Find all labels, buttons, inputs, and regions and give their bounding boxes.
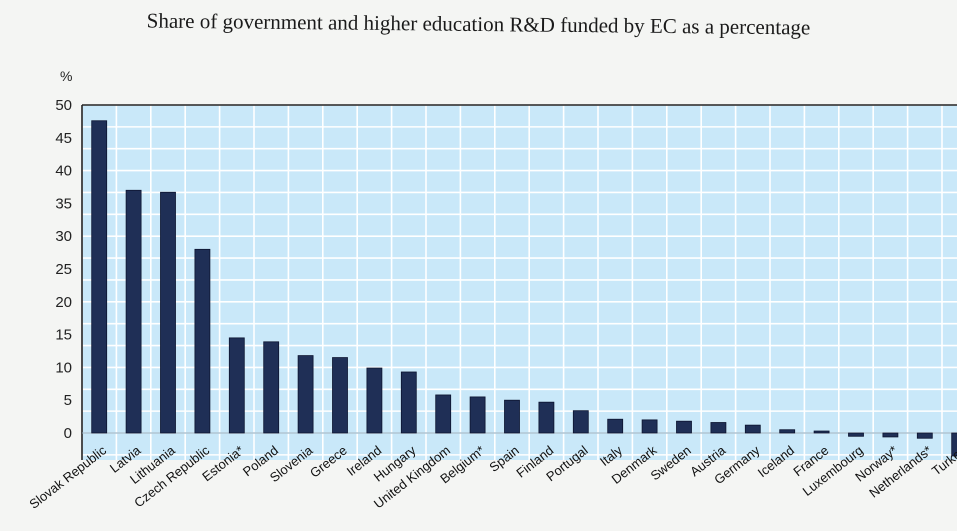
bar-greece <box>332 357 348 434</box>
bar-ireland <box>366 367 383 434</box>
bar-iceland <box>779 429 796 434</box>
x-tick-label: Slovak Republic <box>26 442 109 512</box>
bar-finland <box>538 401 555 434</box>
y-tick-label: 5 <box>64 392 72 409</box>
y-tick-label: 50 <box>55 97 72 114</box>
bar-slovak-republic <box>91 120 108 434</box>
y-tick-label: 25 <box>55 261 72 278</box>
y-tick-label: 20 <box>55 294 72 311</box>
y-tick-label: 15 <box>55 327 72 344</box>
bar-united-kingdom <box>435 394 452 434</box>
bar-portugal <box>572 410 589 434</box>
y-tick-label: 0 <box>64 425 72 442</box>
bar-latvia <box>125 189 142 434</box>
y-tick-label: 30 <box>55 228 72 245</box>
y-tick-label: 40 <box>55 163 72 180</box>
bar-estonia <box>228 337 245 434</box>
bar-france <box>813 430 830 434</box>
y-tick-label: 10 <box>55 359 72 376</box>
bar-spain <box>504 399 520 434</box>
bar-lithuania <box>160 191 176 434</box>
bar-norway <box>882 432 899 438</box>
bar-belgium <box>469 396 486 434</box>
y-tick-label: 35 <box>55 195 72 212</box>
bar-netherlands <box>916 432 933 439</box>
bar-germany <box>744 424 761 434</box>
bar-denmark <box>641 419 658 434</box>
y-tick-label: 45 <box>55 130 72 147</box>
bar-italy <box>607 418 624 434</box>
bar-sweden <box>676 420 692 434</box>
bar-poland <box>263 341 280 434</box>
bar-hungary <box>400 371 417 434</box>
y-axis-unit-label: % <box>60 68 72 84</box>
bar-turkey <box>951 432 957 457</box>
bar-austria <box>710 422 727 434</box>
bar-czech-republic <box>194 248 211 434</box>
bar-luxembourg <box>848 432 864 437</box>
bar-slovenia <box>297 355 314 434</box>
